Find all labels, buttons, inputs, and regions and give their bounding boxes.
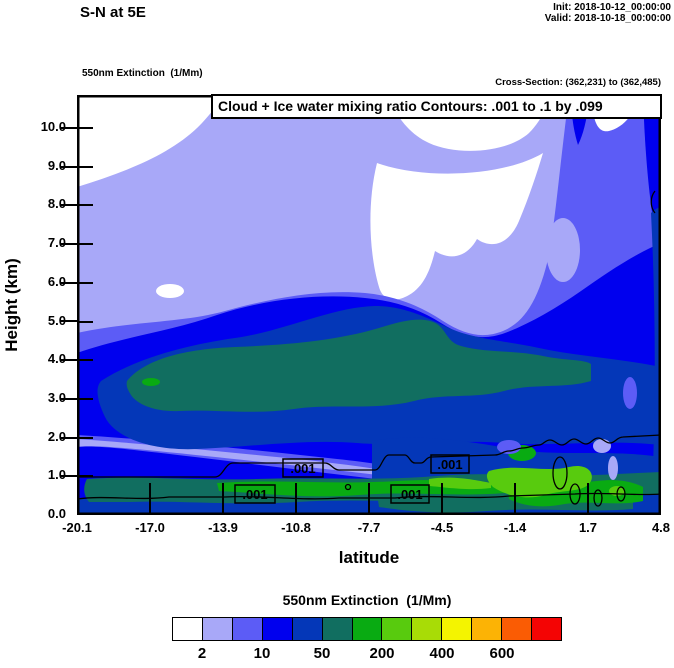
colorbar: [172, 617, 562, 641]
y-tick-label: 8.0: [47, 196, 66, 211]
x-tick-label: -1.4: [503, 520, 527, 535]
y-tick-label: 5.0: [47, 313, 66, 328]
y-tick-mark: [61, 243, 77, 245]
colorbar-tick-label: 10: [253, 645, 271, 662]
y-tick-label: 7.0: [47, 235, 66, 250]
fill-region-lavender-comma: [377, 127, 393, 153]
x-tick-label: -13.9: [208, 520, 238, 535]
colorbar-cell: [352, 618, 383, 640]
contour-label: .001: [397, 487, 422, 502]
y-tick-label: 0.0: [47, 506, 66, 521]
x-tick-label: -10.8: [281, 520, 311, 535]
y-tick-label: 9.0: [47, 158, 66, 173]
contour-plot: Cloud + Ice water mixing ratio Contours:…: [77, 94, 662, 515]
x-tick-label: -20.1: [62, 520, 92, 535]
y-tick-label: 3.0: [47, 390, 66, 405]
x-tick-label: 1.7: [578, 520, 598, 535]
colorbar-tick-label: 2: [197, 645, 207, 662]
colorbar-cell: [322, 618, 353, 640]
x-axis-inner-ticks: [149, 483, 589, 514]
timestamp-block: Init: 2018-10-12_00:00:00 Valid: 2018-10…: [545, 2, 671, 24]
y-tick-mark: [61, 437, 77, 439]
valid-time: Valid: 2018-10-18_00:00:00: [544, 13, 671, 24]
y-tick-mark: [61, 282, 77, 284]
y-tick-label: 1.0: [47, 467, 66, 482]
colorbar-cell: [532, 618, 561, 640]
x-axis-title: latitude: [338, 548, 400, 567]
x-tick-label: -17.0: [135, 520, 165, 535]
y-axis-inner-ticks: [78, 127, 93, 477]
x-tick-label: -7.7: [357, 520, 381, 535]
colorbar-cell: [262, 618, 293, 640]
y-tick-mark: [61, 127, 77, 129]
fill-region-green-dot: [142, 378, 160, 386]
contour-label: .001: [290, 461, 315, 476]
fill-region-medium-sliver: [623, 377, 637, 409]
y-tick-mark: [61, 320, 77, 322]
colorbar-tick-label: 200: [369, 645, 395, 662]
contour-plot-canvas: .001 .001 .001 .001: [77, 95, 661, 515]
x-tick-label: 4.8: [651, 520, 671, 535]
y-tick-mark: [61, 475, 77, 477]
fill-region-white-wedge: [370, 153, 543, 300]
field-line-extinction: 550nm Extinction (1/Mm): [82, 68, 203, 79]
y-tick-mark: [61, 398, 77, 400]
colorbar-tick-label: 50: [313, 645, 331, 662]
colorbar-cell: [412, 618, 443, 640]
fill-region-lavender-spot: [593, 439, 611, 453]
colorbar-title: 550nm Extinction (1/Mm): [282, 592, 452, 608]
colorbar-tick-label: 600: [489, 645, 515, 662]
colorbar-cell: [202, 618, 233, 640]
y-tick-label: 10.0: [40, 119, 66, 134]
fill-region-lavender-drop: [546, 218, 580, 282]
y-axis-title: Height (km): [2, 258, 21, 352]
y-tick-label: 4.0: [47, 351, 66, 366]
y-tick-mark: [61, 359, 77, 361]
colorbar-tick-label: 400: [429, 645, 455, 662]
colorbar-cell: [442, 618, 473, 640]
page-title: S-N at 5E: [80, 4, 146, 21]
init-time: Init: 2018-10-12_00:00:00: [553, 2, 671, 13]
contour-label: .001: [242, 487, 267, 502]
contour-label: .001: [437, 457, 462, 472]
cloud-contour-lines: [77, 190, 661, 507]
fill-region-medium-spot: [497, 440, 521, 454]
fill-region-lavender-sliver: [608, 456, 618, 480]
y-tick-label: 6.0: [47, 274, 66, 289]
y-tick-mark: [61, 204, 77, 206]
colorbar-cell: [232, 618, 263, 640]
fill-region-teal-core: [126, 319, 592, 412]
colorbar-cell: [382, 618, 413, 640]
y-tick-label: 2.0: [47, 429, 66, 444]
contour-spec-box: Cloud + Ice water mixing ratio Contours:…: [211, 94, 662, 119]
colorbar-cell: [472, 618, 503, 640]
colorbar-cell: [292, 618, 323, 640]
x-tick-label: -4.5: [430, 520, 454, 535]
fill-region-brightgreen-max: [486, 465, 592, 498]
contour-label-boxes: .001 .001 .001 .001: [234, 454, 470, 504]
cross-section-label: Cross-Section: (362,231) to (362,485): [495, 77, 661, 88]
fill-region-brightgreen-streak: [429, 477, 491, 490]
fill-region-lavender-streak: [77, 439, 395, 477]
colorbar-cell: [173, 618, 203, 640]
fill-region-white-spot: [156, 284, 184, 298]
colorbar-cell: [502, 618, 533, 640]
y-tick-mark: [61, 166, 77, 168]
